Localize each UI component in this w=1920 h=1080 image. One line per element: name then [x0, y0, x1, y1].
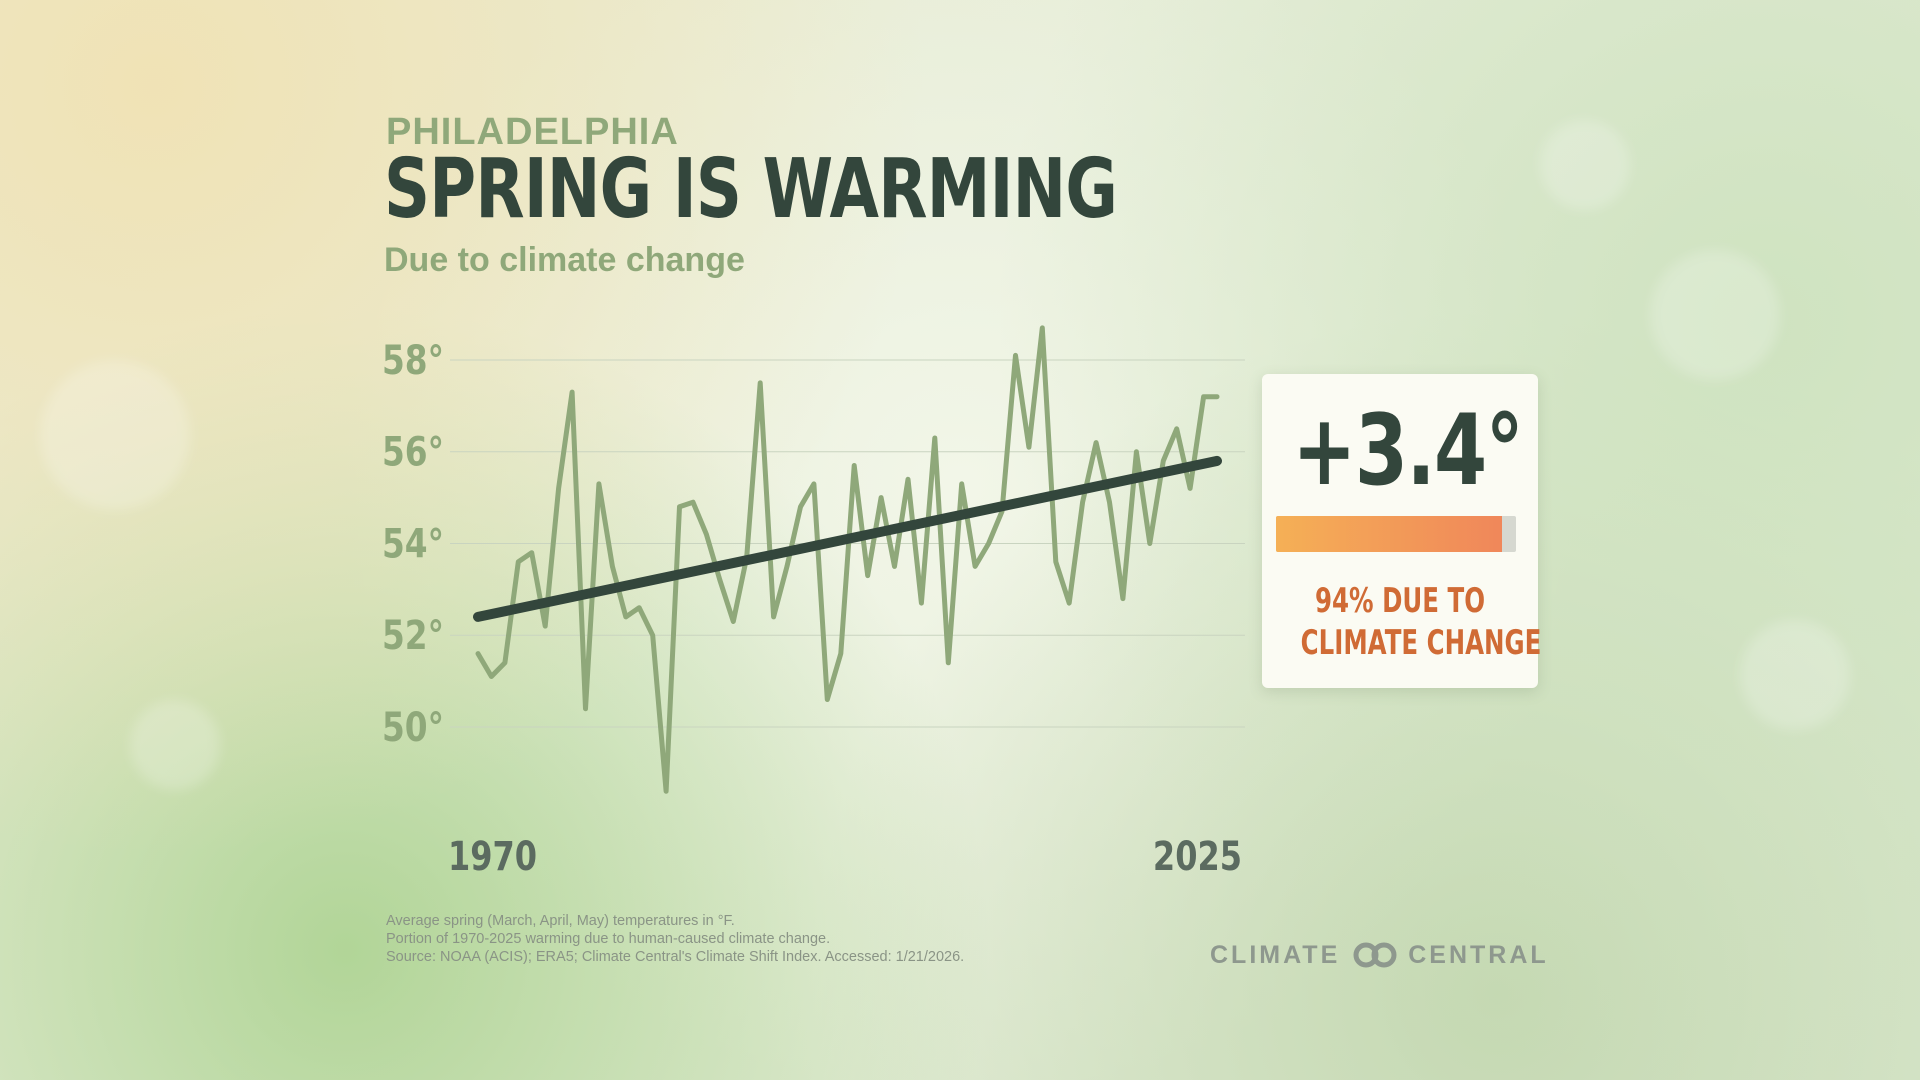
trend-line [473, 455, 1222, 622]
logo-word-climate: CLIMATE [1210, 940, 1341, 969]
attribution-caption-line2: CLIMATE CHANGE [1300, 623, 1542, 663]
footnote-line: Portion of 1970-2025 warming due to huma… [386, 931, 831, 947]
y-tick-label: 58° [382, 337, 444, 384]
y-tick-label: 52° [382, 612, 444, 659]
warming-callout-card: +3.4° 94% DUE TO CLIMATE CHANGE [1262, 374, 1542, 688]
x-tick-label: 1970 [448, 832, 537, 879]
temperature-line-chart: 50° 52° 54° 56° 58° 1970 2025 [382, 325, 1245, 880]
footnote-line: Source: NOAA (ACIS); ERA5; Climate Centr… [386, 949, 965, 965]
footnotes: Average spring (March, April, May) tempe… [386, 912, 964, 966]
chart-subtitle: Due to climate change [384, 241, 745, 279]
city-label: PHILADELPHIA [386, 111, 679, 153]
y-tick-label: 54° [382, 520, 444, 567]
logo-word-central: CENTRAL [1408, 940, 1549, 969]
warming-amount: +3.4° [1292, 394, 1523, 508]
chart-header: PHILADELPHIA SPRING IS WARMING Due to cl… [384, 112, 1184, 282]
attribution-caption-line1: 94% DUE TO [1314, 581, 1486, 621]
attribution-bar-track [1276, 516, 1516, 552]
annual-temperature-line [475, 325, 1220, 794]
y-tick-label: 50° [382, 704, 444, 751]
footnote-line: Average spring (March, April, May) tempe… [386, 913, 735, 929]
climate-central-logo: CLIMATE CENTRAL [1210, 940, 1549, 970]
chart-title: SPRING IS WARMING [384, 142, 1118, 237]
x-tick-label: 2025 [1153, 832, 1242, 879]
interlocked-rings-icon [1353, 942, 1397, 968]
y-tick-label: 56° [382, 429, 444, 476]
attribution-caption: 94% DUE TO CLIMATE CHANGE [1300, 580, 1542, 664]
attribution-bar-fill [1276, 516, 1502, 552]
